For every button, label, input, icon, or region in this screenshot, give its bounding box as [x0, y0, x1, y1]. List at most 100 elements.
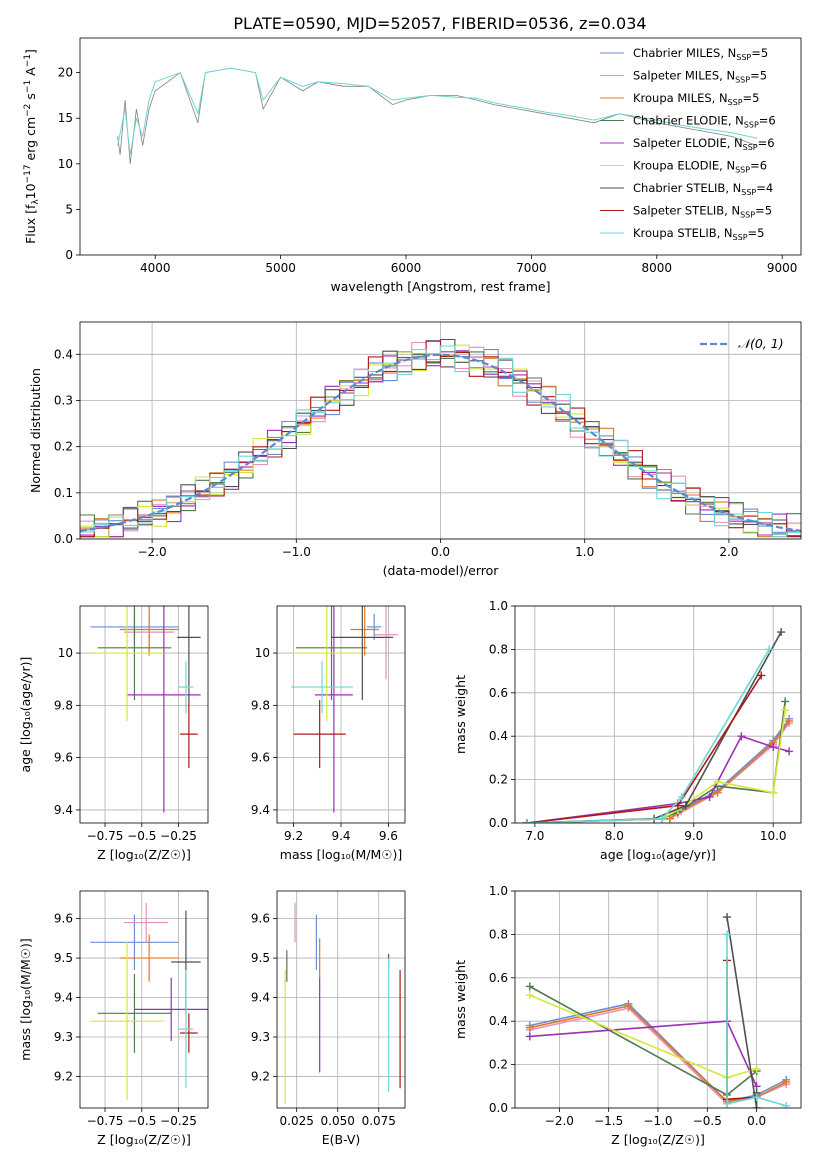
x-tick-label: 9.0	[684, 829, 703, 843]
x-tick-label: 1.0	[575, 545, 594, 559]
legend-label: Salpeter MILES, NSSP=5	[633, 69, 767, 85]
y-tick-label: 9.5	[251, 951, 270, 965]
series-marker	[723, 1099, 732, 1108]
x-axis-label: Z [log₁₀(Z/Z☉)]	[97, 1132, 191, 1147]
x-tick-label: 8000	[642, 261, 673, 275]
series-marker	[713, 777, 722, 786]
y-tick-label: 0.6	[489, 971, 508, 985]
series-line	[526, 631, 782, 823]
legend-label: Chabrier STELIB, NSSP=4	[633, 181, 773, 197]
y-tick-label: 0.3	[54, 393, 73, 407]
series-marker	[752, 1064, 761, 1073]
y-axis-label-part: erg cm	[23, 117, 38, 165]
y-axis-label: mass weight	[453, 960, 468, 1039]
x-tick-label: 7.0	[525, 829, 544, 843]
x-tick-label: −0.25	[160, 829, 197, 843]
axes-frame	[276, 890, 406, 1109]
x-tick-label: 0.0	[431, 545, 450, 559]
series-marker	[673, 801, 682, 810]
series-line	[526, 674, 762, 823]
x-tick-label: −0.75	[87, 1114, 124, 1128]
y-tick-label: 0.8	[489, 927, 508, 941]
legend-label-tail: =5	[743, 91, 760, 105]
x-tick-label: 9.4	[331, 829, 350, 843]
y-tick-label: 9.8	[251, 698, 270, 712]
x-tick-label: 8.0	[605, 829, 624, 843]
x-tick-label: −0.5	[693, 1114, 722, 1128]
x-axis-label: Z [log₁₀(Z/Z☉)]	[97, 847, 191, 862]
y-tick-label: 0.0	[54, 532, 73, 546]
x-tick-label: −1.0	[643, 1114, 672, 1128]
y-axis-label-part: A	[23, 67, 38, 80]
chart-mass-vs-z: −0.75 −0.5 −0.25 9.2 9.3 9.4 9.5 9.6 Z [log₁₀(Z/…	[18, 890, 209, 1147]
y-tick-label: 0.6	[489, 686, 508, 700]
legend-label: Salpeter ELODIE, NSSP=6	[633, 136, 775, 152]
y-axis-label-part: λ	[31, 199, 41, 205]
x-tick-label: −2.0	[545, 1114, 574, 1128]
legend-label-tail: =5	[748, 226, 765, 240]
plot-area	[117, 67, 758, 164]
y-axis-label-part: s	[23, 93, 38, 104]
y-tick-label: 9.6	[251, 751, 270, 765]
chart-weight-vs-age: 7.0 8.0 9.0 10.0 0.0 0.2 0.4 0.6 0.8 1.0 age [log₁…	[453, 599, 802, 862]
y-tick-label: 15	[58, 111, 73, 125]
chart-spectrum: 4000 5000 6000 7000 8000 9000 0 5 10 15 20 waveleng…	[23, 37, 802, 294]
x-tick-label: 5000	[265, 261, 296, 275]
chart-mass-vs-ebv: 0.025 0.050 0.075 9.2 9.3 9.4 9.5 9.6 E(B-V)	[251, 890, 406, 1147]
series-line	[726, 934, 787, 1107]
figure-title: PLATE=0590, MJD=52057, FIBERID=0536, z=0…	[233, 14, 646, 33]
chart-residuals: −2.0 −1.0 0.0 1.0 2.0 0.0 0.1 0.2 0.3 0.4 (data-mo…	[28, 321, 802, 578]
series-marker	[785, 747, 794, 756]
data-spectrum-line	[117, 67, 758, 164]
legend-label: Kroupa ELODIE, NSSP=6	[633, 159, 767, 175]
x-axis-label: Z [log₁₀(Z/Z☉)]	[611, 1132, 705, 1147]
y-axis-label-part: ]	[23, 49, 38, 54]
plot-area	[80, 338, 801, 538]
legend-label-sub: SSP	[744, 121, 759, 130]
axes-frame	[79, 37, 802, 256]
series-line	[529, 994, 757, 1079]
y-tick-label: 9.2	[54, 1069, 73, 1083]
x-tick-label: 9.2	[284, 829, 303, 843]
series-marker	[624, 1002, 633, 1011]
y-axis-label-part: Flux [f	[23, 204, 38, 244]
series-line	[529, 985, 758, 1096]
legend-label-sub: SSP	[743, 143, 758, 152]
series-marker	[525, 982, 534, 991]
plot-area	[284, 902, 401, 1105]
y-tick-label: 0.4	[489, 729, 508, 743]
x-tick-label: 0.025	[280, 1114, 314, 1128]
axes-frame	[514, 605, 802, 824]
y-tick-label: 9.4	[251, 991, 270, 1005]
series-marker	[752, 1093, 761, 1102]
legend-label-tail: =6	[750, 159, 767, 173]
legend-label-tail: =5	[750, 69, 767, 83]
y-tick-label: 9.5	[54, 951, 73, 965]
y-axis-label-part: −17	[23, 164, 33, 183]
series-line	[726, 916, 758, 1108]
x-axis-label: age [log₁₀(age/yr)]	[600, 847, 716, 862]
y-axis-label-part: 10	[23, 183, 38, 199]
legend-label-sub: SSP	[735, 76, 750, 85]
legend-label-sub: SSP	[728, 98, 743, 107]
y-tick-label: 9.2	[251, 1069, 270, 1083]
y-tick-label: 9.6	[54, 912, 73, 926]
y-tick-label: 0.2	[489, 773, 508, 787]
series-marker	[723, 913, 732, 922]
series-marker	[525, 1032, 534, 1041]
y-tick-label: 0.2	[489, 1058, 508, 1072]
x-tick-label: −1.0	[282, 545, 311, 559]
histogram-step	[80, 345, 801, 538]
x-tick-label: 0.0	[747, 1114, 766, 1128]
x-tick-label: 4000	[140, 261, 171, 275]
series-marker	[705, 792, 714, 801]
legend-label: 𝒩(0, 1)	[738, 336, 784, 351]
series-marker	[765, 645, 774, 654]
y-axis-label: Flux [fλ10−17 erg cm−2 s−1 A−1]	[23, 49, 41, 244]
x-axis-label: (data-model)/error	[383, 563, 500, 578]
series-marker	[781, 706, 790, 715]
y-tick-label: 1.0	[489, 884, 508, 898]
x-tick-label: −0.75	[87, 829, 124, 843]
legend-label-text: Salpeter ELODIE, N	[633, 136, 743, 150]
